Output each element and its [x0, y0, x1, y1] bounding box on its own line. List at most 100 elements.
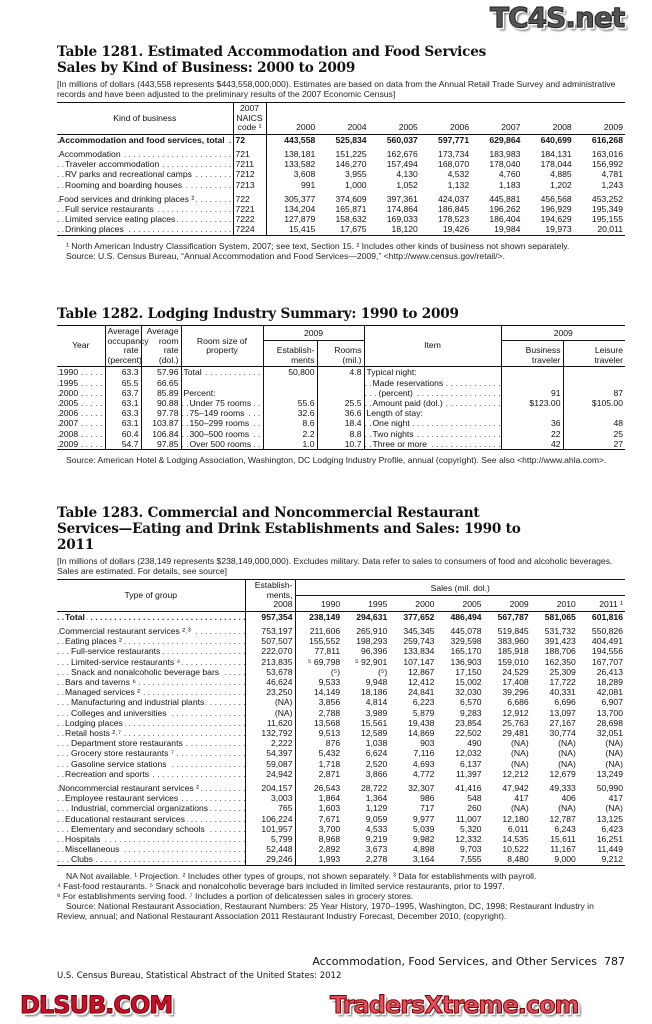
col-rooms: Rooms (mil.) [317, 340, 365, 367]
value-cell: 27,167 [549, 717, 576, 728]
table-row: Retail hosts ²˒⁷ 132,792 9,513 12,589 14,869… [57, 728, 625, 739]
table-1281-headnote: [In millions of dollars (443,558 represe… [57, 79, 616, 99]
value-cell: 2,222 [245, 738, 296, 749]
table-row: Food services and drinking places ² 722 30… [57, 189, 625, 204]
value-cell: 1,243 [601, 179, 623, 190]
row-label: Grocery store restaurants ⁷ [57, 748, 246, 759]
value-cell: 7,555 [460, 854, 482, 865]
value-cell: 374,609 [335, 193, 367, 204]
value-cell: 13,568 [313, 717, 341, 728]
value-cell: 12,032 [455, 748, 482, 759]
table-1282-section: Table 1282. Lodging Industry Summary: 19… [57, 306, 625, 465]
row-label-text: Gasoline service stations [71, 758, 169, 769]
row-label-text: Made reservations [372, 377, 446, 388]
value-cell: 629,864 [489, 134, 521, 145]
leisure-traveler: 87 [613, 387, 623, 398]
value-cell: 456,568 [540, 193, 572, 204]
table-row: Limited-service restaurants ⁴ 213,835 ⁵ 69… [57, 656, 625, 667]
value-cell: 10,522 [502, 844, 529, 855]
col-establishments: Establish- ments, 2008 [245, 579, 296, 612]
row-label-text: (percent) [378, 387, 415, 398]
value-cell: (NA) [605, 758, 623, 769]
row-label: 2009 [57, 438, 106, 450]
row-label-text: Accommodation and food services, total [59, 134, 227, 145]
value-cell: 9,533 [318, 677, 341, 687]
row-label-text: Two nights [372, 428, 416, 439]
value-cell: 294,631 [356, 611, 388, 622]
row-label: 2008 [57, 428, 106, 439]
value-cell: 406 [561, 793, 576, 804]
value-cell: 6,137 [460, 758, 482, 769]
value-cell: 12,212 [502, 768, 529, 779]
value-cell: 6,907 [601, 697, 623, 708]
row-label: Bars and taverns ⁶ [57, 677, 246, 688]
value-cell: 196,262 [489, 204, 521, 214]
watermark-top: TC4S.net [489, 1, 625, 34]
row-label-text: Full service restaurants [65, 204, 156, 214]
rooms: 4.8 [317, 366, 365, 378]
value-cell: 548 [467, 793, 482, 804]
value-cell: 12,867 [408, 666, 435, 677]
value-cell: 195,155 [591, 214, 623, 225]
value-cell: 404,491 [591, 636, 623, 647]
value-cell: 3,164 [412, 854, 435, 865]
value-cell: 445,078 [450, 625, 482, 636]
value-cell: 9,982 [412, 834, 435, 845]
value-cell: 30,774 [549, 728, 576, 739]
business-traveler [501, 377, 564, 388]
row-label: Typical night: [364, 366, 502, 378]
naics-code: 72 [233, 134, 267, 145]
business-traveler: 42 [501, 438, 564, 450]
value-cell: 525,834 [335, 134, 367, 145]
value-cell: 640,699 [540, 134, 572, 145]
table-row: Traveler accommodation 7211 133,582 146,270… [57, 159, 625, 170]
table-row: Gasoline service stations 59,087 1,718 2,52… [57, 758, 625, 769]
value-cell: 18,289 [596, 677, 623, 687]
table-row: RV parks and recreational camps 7212 3,608… [57, 169, 625, 180]
row-label-text: Rooming and boarding houses [65, 179, 185, 190]
table-row: Recreation and sports 24,942 2,871 3,866 4,7… [57, 768, 625, 780]
leisure-traveler: $105.00 [591, 397, 623, 408]
value-cell: 453,252 [591, 193, 623, 204]
table-1281-title: Table 1281. Estimated Accommodation and … [57, 44, 487, 76]
value-cell: 174,864 [386, 204, 418, 214]
value-cell: 265,910 [356, 625, 388, 636]
footnote: Source: National Restaurant Association,… [57, 900, 594, 921]
rooms: 25.5 [317, 397, 365, 409]
row-label: Food services and drinking places ² [57, 189, 234, 204]
row-label: (percent) [364, 387, 502, 398]
value-cell: 24,841 [408, 687, 435, 698]
value-cell: 25,763 [502, 717, 529, 728]
value-cell: 3,673 [365, 844, 388, 855]
value-cell: 6,570 [460, 697, 482, 708]
room-rate: 90.88 [141, 397, 182, 409]
col-year: 2005 [398, 122, 418, 133]
value-cell: 32,307 [408, 783, 435, 794]
value-cell: 14,869 [408, 728, 435, 739]
table-row: 1995 65.566.65 Made reservations [57, 377, 625, 388]
value-cell: 186,845 [438, 204, 470, 214]
row-label: Two nights [364, 428, 502, 439]
value-cell: 41,416 [455, 783, 482, 794]
value-cell: 54,397 [245, 748, 296, 759]
value-cell: 213,835 [245, 656, 296, 667]
value-cell: 3,003 [245, 793, 296, 804]
value-cell: 178,040 [489, 159, 521, 170]
value-cell: 531,732 [544, 625, 576, 636]
row-label-text: Total [183, 367, 204, 378]
table-row: Full service restaurants 7221 134,204 165,8… [57, 204, 625, 215]
value-cell: 24,942 [245, 768, 296, 780]
row-label: One night [364, 418, 502, 429]
naics-code: 7221 [233, 204, 267, 215]
business-traveler [501, 366, 564, 378]
table-1283-title: Table 1283. Commercial and Noncommercial… [57, 505, 521, 553]
footnote: ⁶ For establishments serving food. ⁷ Inc… [57, 890, 414, 901]
row-label-text: Hospitals [65, 834, 103, 845]
table-row: Employee restaurant services 3,003 1,864 1,… [57, 793, 625, 804]
table-row: Clubs 29,246 1,993 2,278 3,164 7,555 8,480 9,00… [57, 854, 625, 866]
value-cell: 25,309 [549, 666, 576, 677]
value-cell: 550,826 [591, 625, 623, 636]
value-cell: ⁵ 69,798 [307, 656, 341, 667]
value-cell: 40,331 [549, 687, 576, 698]
